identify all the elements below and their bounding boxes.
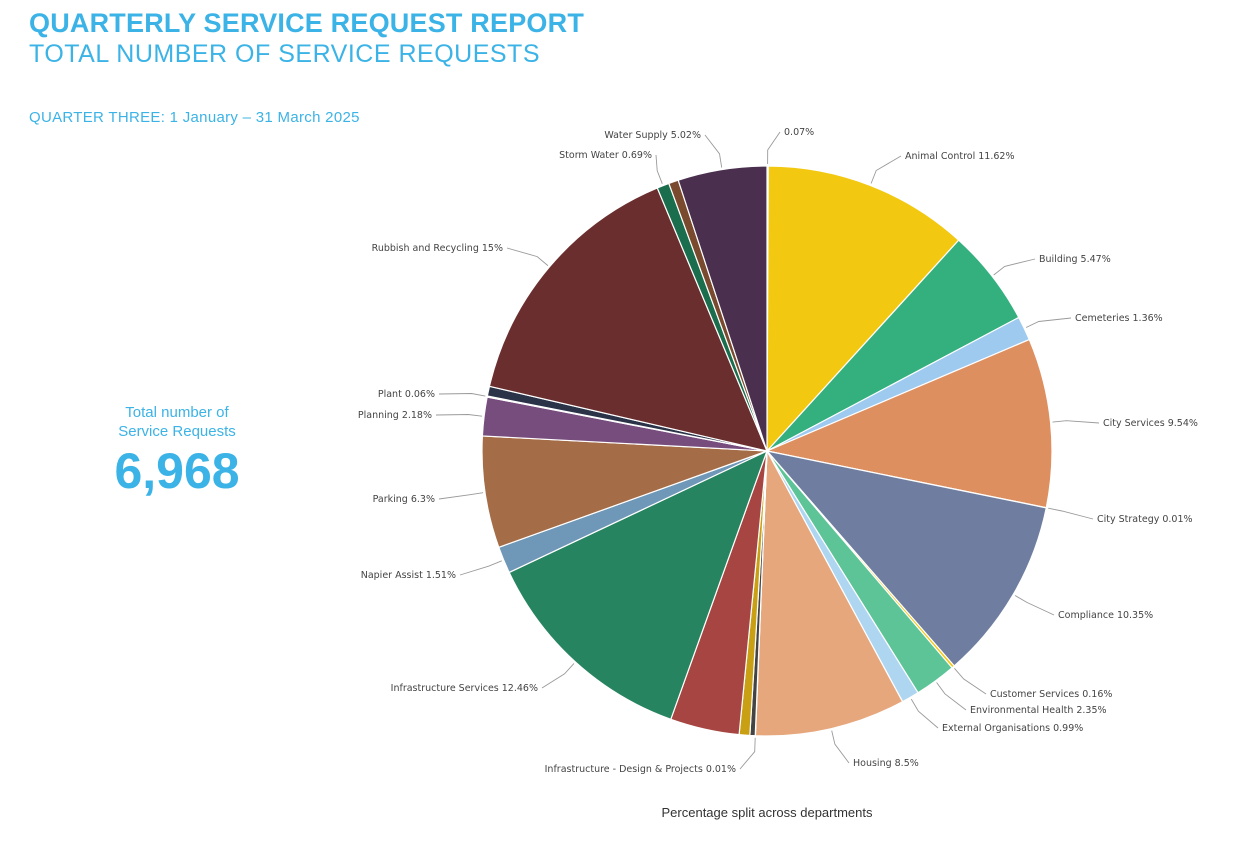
chart-caption: Percentage split across departments <box>661 805 873 820</box>
report-title: QUARTERLY SERVICE REQUEST REPORT <box>29 8 585 38</box>
slice-leader-line <box>655 154 663 184</box>
slice-label: Compliance 10.35% <box>1058 610 1153 621</box>
slice-label: Infrastructure - Design & Projects 0.01% <box>545 764 736 775</box>
total-label-line1: Total number of <box>125 404 229 421</box>
pie-slice <box>764 338 1053 509</box>
slice-leader-line <box>438 492 484 500</box>
pie-slice <box>508 449 769 721</box>
total-label: Total number of Service Requests <box>97 403 257 441</box>
slice-leader-line <box>459 560 502 576</box>
slice-leader-line <box>1048 507 1094 520</box>
slice-label: Housing 8.5% <box>853 758 919 769</box>
slice-leader-line <box>739 737 756 770</box>
slice-leader-line <box>1014 595 1055 616</box>
slice-label: Napier Assist 1.51% <box>361 570 456 581</box>
slice-leader-line <box>704 134 723 168</box>
slice-leader-line <box>506 247 549 266</box>
slice-leader-line <box>954 668 987 695</box>
slice-leader-line <box>993 258 1036 276</box>
slice-leader-line <box>435 414 483 417</box>
slice-label: Infrastructure Services 12.46% <box>391 683 538 694</box>
slice-leader-line <box>831 730 850 764</box>
pie-slice <box>766 165 960 453</box>
slice-label: Building 5.47% <box>1039 254 1111 265</box>
slice-leader-line <box>541 663 575 689</box>
slice-leader-line <box>936 682 967 711</box>
slice-label: Customer Services 0.16% <box>990 689 1112 700</box>
pie-slice <box>488 187 769 452</box>
slice-label: 0.07% <box>784 127 814 138</box>
slice-leader-line <box>1052 420 1100 424</box>
slice-label: Animal Control 11.62% <box>905 151 1014 162</box>
slice-label: Rubbish and Recycling 15% <box>372 243 503 254</box>
slice-leader-line <box>767 131 781 165</box>
slice-label: Cemeteries 1.36% <box>1075 313 1163 324</box>
slice-leader-line <box>438 393 486 397</box>
slice-leader-line <box>870 155 902 184</box>
slice-leader-line <box>910 698 939 729</box>
report-subtitle: TOTAL NUMBER OF SERVICE REQUESTS <box>29 40 540 68</box>
pie-slice <box>754 448 904 737</box>
total-requests-value: 6,968 <box>114 443 240 499</box>
slice-label: Water Supply 5.02% <box>604 130 701 141</box>
pie-slice <box>677 165 768 452</box>
slice-label: City Strategy 0.01% <box>1097 514 1193 525</box>
slice-label: Environmental Health 2.35% <box>970 705 1107 716</box>
pie-slice <box>765 450 1047 667</box>
slice-label: Plant 0.06% <box>378 389 435 400</box>
quarter-period: QUARTER THREE: 1 January – 31 March 2025 <box>29 109 360 126</box>
slice-label: External Organisations 0.99% <box>942 723 1083 734</box>
slice-label: Parking 6.3% <box>373 494 435 505</box>
pie-slice <box>481 435 768 549</box>
slice-leader-line <box>1025 317 1072 328</box>
slice-label: Storm Water 0.69% <box>559 150 652 161</box>
slice-label: City Services 9.54% <box>1103 418 1198 429</box>
slice-label: Planning 2.18% <box>358 410 432 421</box>
total-label-line2: Service Requests <box>118 423 236 440</box>
